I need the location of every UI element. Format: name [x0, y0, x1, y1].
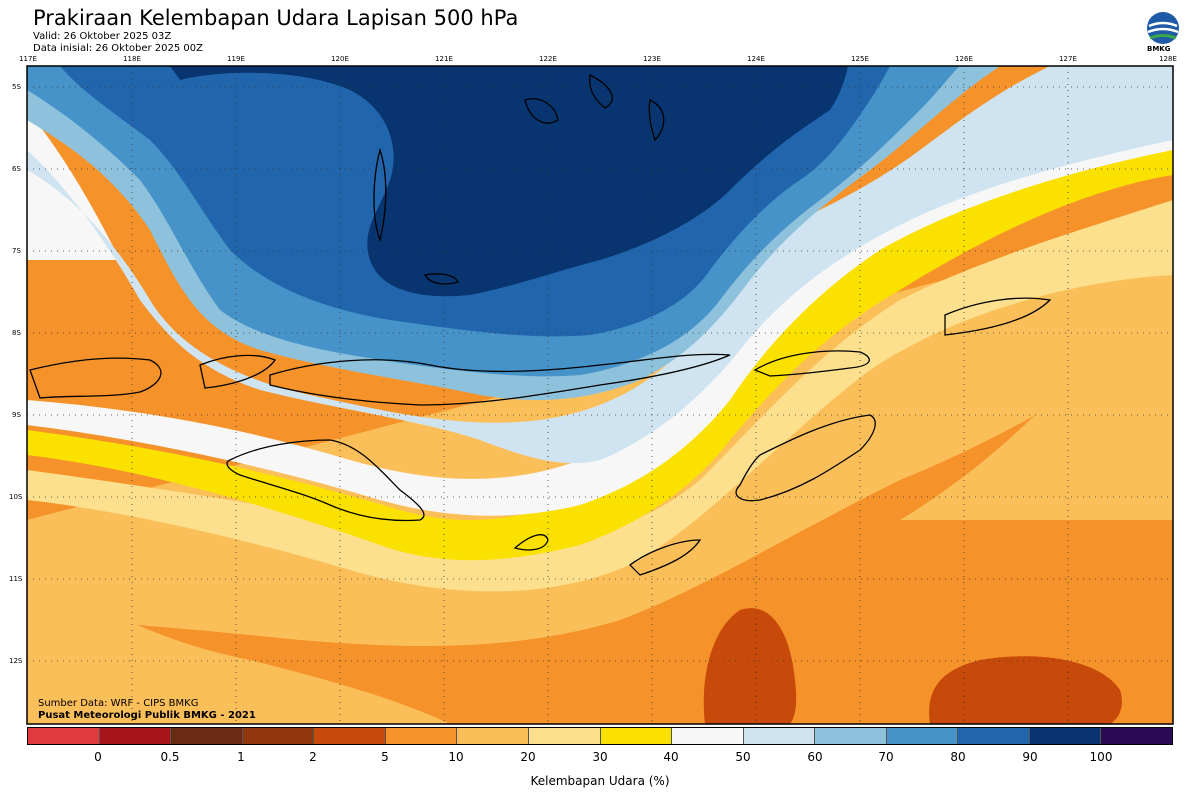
colorbar-segment: [457, 728, 529, 744]
lon-label: 118E: [123, 55, 141, 63]
band-5-southeast: [929, 656, 1122, 724]
organization-credit: Pusat Meteorologi Publik BMKG - 2021: [38, 710, 256, 721]
data-source-credit: Sumber Data: WRF - CIPS BMKG: [38, 698, 199, 709]
band-5-south: [703, 608, 797, 724]
band-30: [27, 200, 1173, 592]
colorbar-segment: [528, 728, 601, 744]
colorbar-label: 1: [237, 750, 245, 764]
bmkg-logo-text: BMKG: [1147, 45, 1171, 53]
lat-label: 6S: [12, 165, 21, 173]
gridlines: [27, 66, 1173, 724]
lat-label: 11S: [9, 575, 23, 583]
band-100: [170, 66, 848, 297]
band-20-east: [900, 320, 1173, 520]
colorbar-label: 80: [950, 750, 966, 764]
lat-label: 8S: [12, 329, 21, 337]
colorbar-segment: [886, 728, 959, 744]
colorbar-label: 20: [520, 750, 536, 764]
lon-label: 125E: [851, 55, 869, 63]
lon-label: 128E: [1159, 55, 1177, 63]
colorbar-segment: [672, 728, 744, 744]
colorbar-segment: [1029, 728, 1102, 744]
lon-label: 119E: [227, 55, 245, 63]
lon-label: 120E: [331, 55, 349, 63]
lon-label: 117E: [19, 55, 37, 63]
colorbar-segment: [242, 728, 315, 744]
colorbar-label: 50: [735, 750, 751, 764]
colorbar-segment: [171, 728, 243, 744]
colorbar-label: 10: [448, 750, 464, 764]
colorbar-label: 0: [94, 750, 102, 764]
colorbar-segment: [743, 728, 816, 744]
colorbar-segment: [815, 728, 887, 744]
colorbar-segment: [1101, 728, 1172, 744]
colorbar-label: 100: [1089, 750, 1113, 764]
lat-label: 12S: [9, 657, 23, 665]
lat-label: 5S: [12, 83, 21, 91]
colorbar-label: 5: [381, 750, 389, 764]
band-20-west: [27, 560, 450, 724]
lon-label: 127E: [1059, 55, 1077, 63]
valid-time: Valid: 26 Oktober 2025 03Z: [33, 31, 172, 42]
colorbar-segment: [958, 728, 1030, 744]
colorbar-segment: [99, 728, 172, 744]
lat-label: 9S: [12, 411, 21, 419]
colorbar-label: 0.5: [160, 750, 180, 764]
colorbar-title: Kelembapan Udara (%): [530, 774, 670, 788]
lon-label: 126E: [955, 55, 973, 63]
map-frame: [26, 65, 1174, 725]
lon-label: 124E: [747, 55, 765, 63]
lon-label: 122E: [539, 55, 557, 63]
map-title: Prakiraan Kelembapan Udara Lapisan 500 h…: [33, 6, 519, 30]
coastlines: [29, 74, 1052, 576]
colorbar-label: 40: [663, 750, 679, 764]
lat-label: 10S: [9, 493, 23, 501]
colorbar-label: 70: [878, 750, 894, 764]
band-60: [27, 66, 1173, 464]
lon-labels: 117E 118E 119E 120E 121E 122E 123E 124E …: [19, 55, 1177, 63]
colorbar-segment: [600, 728, 673, 744]
colorbar-segment: [28, 728, 100, 744]
humidity-field: [27, 66, 1173, 724]
lat-label: 7S: [12, 247, 21, 255]
colorbar-segment: [385, 728, 458, 744]
colorbar-label: 30: [592, 750, 608, 764]
colorbar-segment: [314, 728, 386, 744]
init-time: Data inisial: 26 Oktober 2025 00Z: [33, 43, 203, 54]
colorbar-label: 90: [1022, 750, 1038, 764]
bmkg-logo-icon: [1147, 12, 1179, 44]
colorbar-label: 2: [309, 750, 317, 764]
lon-label: 121E: [435, 55, 453, 63]
colorbar: [27, 727, 1173, 745]
colorbar-label: 60: [807, 750, 823, 764]
lon-label: 123E: [643, 55, 661, 63]
lat-labels: 5S 6S 7S 8S 9S 10S 11S 12S: [9, 83, 23, 665]
